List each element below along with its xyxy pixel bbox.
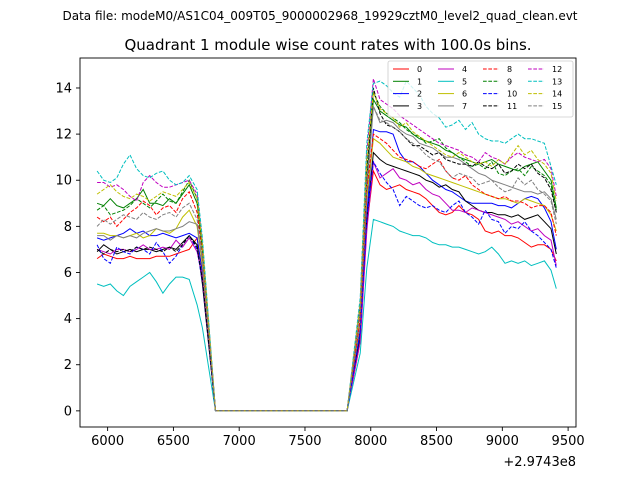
y-tick-label: 2: [64, 358, 72, 373]
x-tick-label: 8500: [420, 434, 453, 449]
legend-label: 2: [417, 90, 422, 99]
legend-label: 12: [552, 65, 562, 74]
legend-label: 8: [507, 65, 512, 74]
legend-label: 10: [507, 90, 517, 99]
x-tick-label: 9000: [486, 434, 519, 449]
y-tick-label: 10: [55, 174, 72, 189]
series-lines: [96, 78, 557, 412]
legend-label: 7: [462, 102, 467, 111]
y-tick-label: 8: [64, 220, 72, 235]
x-axis: 6000 6500 7000 7500 8000 8500 9000 9500: [91, 427, 585, 449]
series-line-15: [96, 104, 557, 412]
x-offset-label: +2.9743e8: [503, 455, 576, 470]
legend-label: 1: [417, 77, 422, 86]
legend-label: 6: [462, 90, 467, 99]
x-tick-label: 8000: [354, 434, 387, 449]
legend-label: 0: [417, 65, 422, 74]
legend-label: 4: [462, 65, 467, 74]
legend-label: 15: [552, 102, 562, 111]
x-tick-label: 6500: [157, 434, 190, 449]
legend-label: 11: [507, 102, 517, 111]
legend-label: 13: [552, 77, 562, 86]
x-tick-label: 9500: [552, 434, 585, 449]
legend-label: 14: [552, 90, 562, 99]
y-tick-label: 14: [55, 81, 72, 96]
legend-box: [387, 60, 574, 118]
y-tick-label: 4: [64, 312, 72, 327]
x-tick-label: 6000: [91, 434, 124, 449]
legend-label: 9: [507, 77, 512, 86]
chart-title: Quadrant 1 module wise count rates with …: [124, 36, 531, 54]
plot-area: [80, 58, 576, 427]
y-tick-label: 0: [64, 404, 72, 419]
plot-frame: [79, 57, 577, 428]
x-tick-label: 7000: [223, 434, 256, 449]
x-tick-label: 7500: [288, 434, 321, 449]
y-tick-label: 6: [64, 266, 72, 281]
legend-label: 5: [462, 77, 467, 86]
data-file-suptitle: Data file: modeM0/AS1C04_009T05_90000029…: [62, 9, 577, 23]
legend-label: 3: [417, 102, 422, 111]
y-tick-label: 12: [55, 128, 72, 143]
y-axis: 0 2 4 6 8 10 12 14: [55, 81, 80, 419]
